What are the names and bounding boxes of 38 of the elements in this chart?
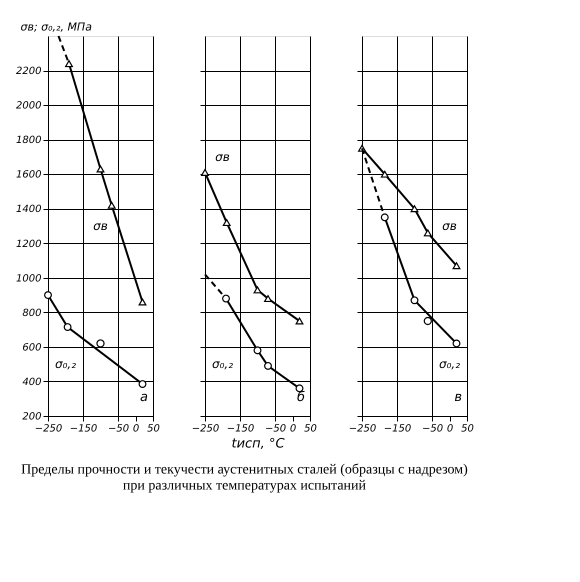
series-label: σ₀,₂ bbox=[438, 357, 460, 372]
y-tick-label: 800 bbox=[22, 308, 42, 319]
series-label: σв bbox=[215, 150, 230, 164]
y-tick-label: 400 bbox=[22, 376, 42, 388]
y-tick-label: 2200 bbox=[16, 66, 42, 78]
series-label: σ₀,₂ bbox=[54, 357, 76, 372]
series-label: σв bbox=[93, 219, 108, 233]
y-tick-label: 1200 bbox=[16, 238, 42, 250]
x-tick-label: 0 bbox=[132, 424, 140, 434]
x-tick-label: −250 bbox=[192, 424, 220, 434]
y-tick-label: 600 bbox=[22, 342, 42, 354]
x-tick-label: 50 bbox=[147, 424, 160, 434]
y-axis-title: σв; σ₀,₂, МПа bbox=[20, 20, 92, 34]
x-tick-label: −50 bbox=[422, 424, 444, 434]
y-tick-label: 1600 bbox=[16, 170, 42, 181]
y-tick-label: 1800 bbox=[16, 135, 42, 146]
x-tick-label: −250 bbox=[34, 424, 62, 434]
y-tick-label: 1000 bbox=[16, 273, 42, 284]
annotation: б bbox=[296, 390, 305, 405]
annotation: в bbox=[454, 390, 462, 405]
x-tick-label: −250 bbox=[348, 424, 376, 434]
x-tick-label: −50 bbox=[264, 424, 286, 434]
text: Пределы прочности и текучести аустенитных сталей (образцы с надрезом) при различных температурах испытаний bbox=[21, 462, 468, 494]
x-tick-label: 0 bbox=[446, 424, 454, 434]
x-tick-label: 50 bbox=[304, 424, 317, 434]
x-tick-label: −150 bbox=[226, 424, 254, 434]
y-tick-label: 2000 bbox=[16, 100, 42, 112]
y-tick-label: 1400 bbox=[16, 204, 42, 216]
annotation: а bbox=[140, 390, 148, 405]
x-tick-label: −150 bbox=[384, 424, 412, 434]
y-tick-label: 200 bbox=[22, 412, 42, 422]
x-tick-label: −150 bbox=[70, 424, 98, 434]
x-tick-label: −50 bbox=[108, 424, 130, 434]
series-label: σв bbox=[442, 219, 457, 233]
x-axis-title: tисп, °C bbox=[231, 436, 286, 452]
series-label: σ₀,₂ bbox=[212, 357, 234, 372]
x-tick-label: 0 bbox=[290, 424, 296, 434]
x-tick-label: 50 bbox=[461, 424, 474, 434]
